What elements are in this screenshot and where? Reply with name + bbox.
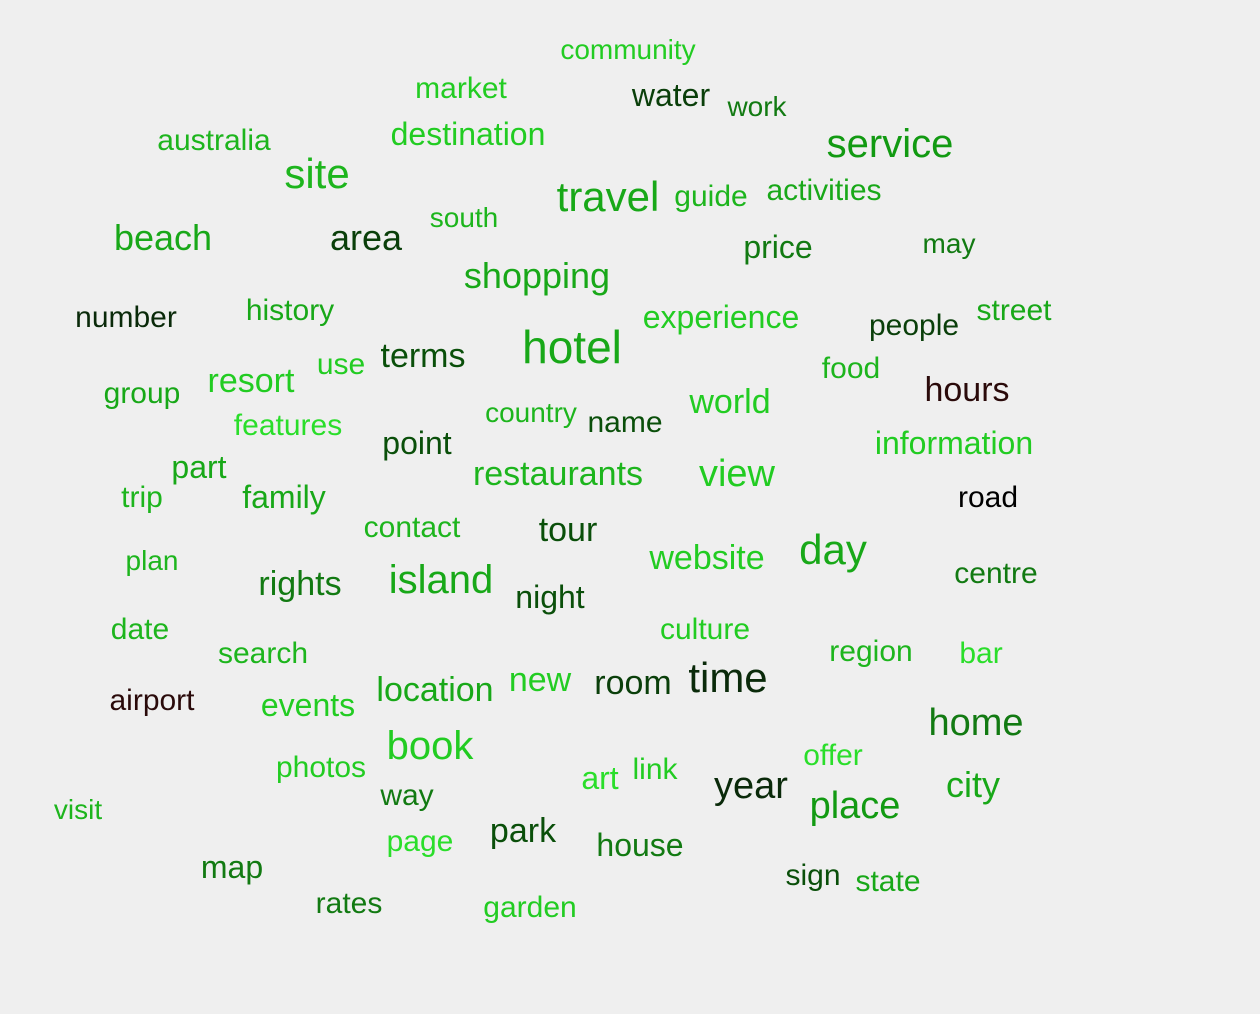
word-events: events (260, 687, 356, 723)
word-city: city (946, 764, 1000, 805)
word-photos: photos (275, 751, 367, 784)
word-activities: activities (766, 174, 882, 207)
word-point: point (382, 425, 452, 461)
word-time: time (688, 654, 768, 701)
word-community: community (560, 34, 696, 65)
word-street: street (976, 294, 1052, 327)
word-map: map (200, 849, 264, 885)
word-beach: beach (113, 217, 213, 258)
word-guide: guide (674, 180, 748, 213)
word-terms: terms (380, 337, 466, 375)
word-plan: plan (125, 545, 179, 576)
word-visit: visit (53, 794, 103, 825)
word-culture: culture (659, 613, 751, 646)
word-hotel: hotel (522, 321, 622, 373)
word-use: use (316, 348, 366, 381)
word-new: new (508, 661, 572, 699)
word-travel: travel (556, 173, 660, 220)
word-site: site (284, 150, 350, 197)
word-view: view (698, 453, 776, 495)
word-service: service (826, 122, 954, 166)
word-road: road (957, 481, 1019, 514)
word-day: day (799, 526, 867, 573)
word-part: part (171, 449, 227, 485)
word-experience: experience (642, 299, 800, 335)
word-food: food (821, 352, 881, 385)
word-name: name (587, 406, 663, 439)
word-website: website (649, 539, 765, 577)
word-search: search (217, 637, 309, 670)
word-room: room (594, 664, 672, 702)
word-tour: tour (538, 511, 598, 549)
word-offer: offer (803, 739, 863, 772)
word-hours: hours (924, 371, 1010, 409)
word-state: state (855, 865, 921, 898)
word-bar: bar (959, 637, 1003, 670)
word-world: world (689, 383, 771, 421)
word-information: information (874, 425, 1034, 461)
word-page: page (386, 825, 454, 858)
word-water: water (631, 77, 711, 113)
word-location: location (376, 671, 494, 709)
word-destination: destination (390, 116, 546, 152)
word-country: country (485, 397, 577, 428)
word-market: market (415, 72, 507, 105)
word-year: year (714, 765, 788, 807)
word-restaurants: restaurants (472, 455, 644, 493)
word-price: price (743, 229, 813, 265)
word-art: art (581, 760, 619, 796)
word-contact: contact (363, 511, 461, 544)
word-home: home (928, 702, 1024, 744)
word-link: link (632, 753, 678, 786)
word-trip: trip (121, 481, 163, 514)
word-night: night (515, 579, 585, 615)
word-family: family (242, 479, 326, 515)
word-resort: resort (207, 362, 295, 400)
word-airport: airport (109, 684, 195, 717)
word-sign: sign (785, 859, 841, 892)
word-features: features (233, 409, 343, 442)
word-people: people (868, 309, 960, 342)
word-book: book (386, 724, 474, 768)
word-rates: rates (315, 887, 383, 920)
word-history: history (245, 294, 335, 327)
word-group: group (103, 377, 181, 410)
word-shopping: shopping (463, 255, 611, 296)
word-island: island (388, 558, 494, 602)
word-place: place (809, 785, 901, 827)
word-australia: australia (157, 124, 271, 157)
word-date: date (110, 613, 170, 646)
word-park: park (489, 812, 557, 850)
word-may: may (922, 228, 976, 259)
word-south: south (429, 202, 499, 233)
word-centre: centre (954, 557, 1038, 590)
word-work: work (727, 91, 787, 122)
word-rights: rights (258, 565, 342, 603)
word-number: number (75, 301, 177, 334)
word-garden: garden (483, 891, 577, 924)
word-area: area (329, 217, 403, 258)
word-house: house (596, 827, 684, 863)
word-region: region (829, 635, 913, 668)
word-way: way (380, 779, 434, 812)
